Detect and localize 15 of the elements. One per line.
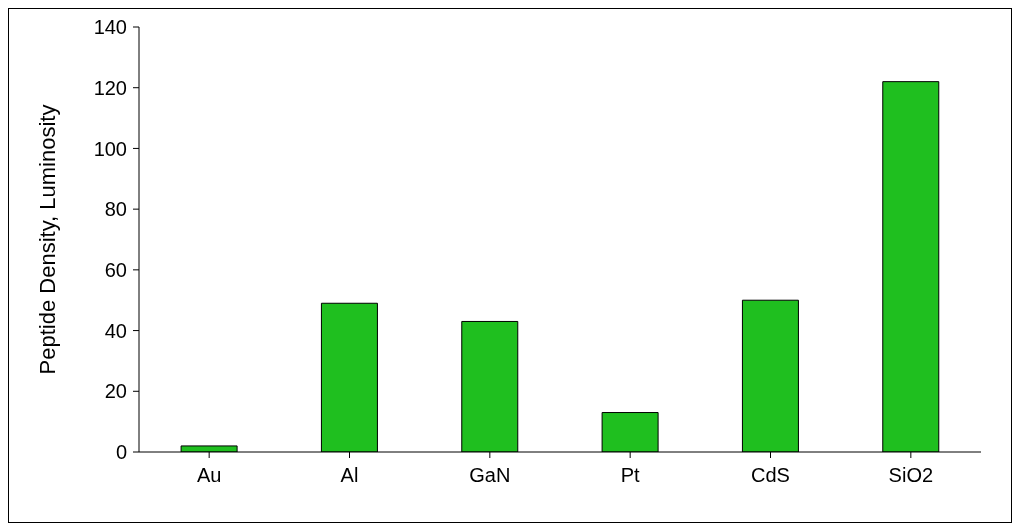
x-tick-label: Au xyxy=(196,464,222,487)
y-tick-label: 140 xyxy=(93,16,127,39)
y-tick-label: 40 xyxy=(104,319,127,342)
x-tick-label: GaN xyxy=(469,464,511,487)
x-tick-label: Pt xyxy=(620,464,641,487)
y-axis-title: Peptide Density, Luminosity xyxy=(34,104,60,375)
y-tick-label: 20 xyxy=(104,380,127,403)
y-tick-label: 60 xyxy=(104,258,127,281)
x-tick-label: CdS xyxy=(751,464,790,487)
y-tick-label: 120 xyxy=(93,76,127,99)
y-tick-label: 0 xyxy=(115,441,127,464)
y-tick-label: 100 xyxy=(93,137,127,160)
x-tick-label: Al xyxy=(340,464,359,487)
y-tick-label: 80 xyxy=(104,198,127,221)
x-tick-label: SiO2 xyxy=(888,464,934,487)
